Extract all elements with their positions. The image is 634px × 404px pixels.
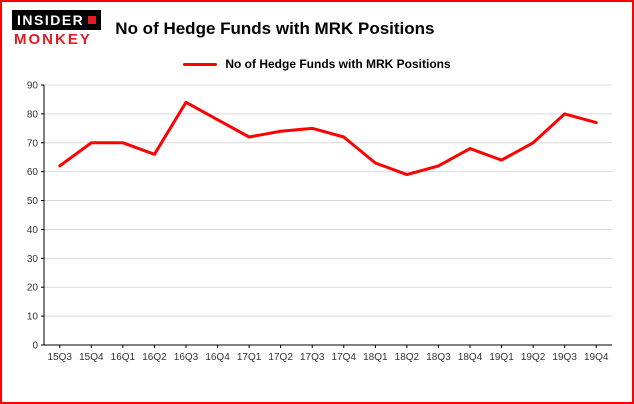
svg-text:19Q1: 19Q1: [489, 352, 514, 363]
svg-text:30: 30: [27, 254, 39, 265]
svg-text:90: 90: [27, 81, 39, 92]
insider-monkey-logo: INSIDER MONKEY: [12, 10, 102, 48]
svg-text:10: 10: [27, 312, 39, 323]
logo-insider: INSIDER: [12, 10, 102, 30]
svg-text:18Q1: 18Q1: [363, 352, 388, 363]
svg-text:15Q3: 15Q3: [48, 352, 73, 363]
svg-text:19Q2: 19Q2: [521, 352, 546, 363]
svg-text:17Q4: 17Q4: [332, 352, 357, 363]
chart-area: 0 10 20 30 40 50 60 70 80 90 15Q3 15Q4 16Q1 16Q2 16Q3 1…: [2, 73, 632, 380]
logo-insider-text: INSIDER: [17, 12, 85, 28]
svg-text:18Q2: 18Q2: [395, 352, 420, 363]
svg-text:15Q4: 15Q4: [79, 352, 104, 363]
svg-text:16Q4: 16Q4: [205, 352, 230, 363]
legend-line-swatch-icon: [183, 62, 218, 66]
svg-text:17Q1: 17Q1: [237, 352, 262, 363]
logo-red-dot-icon: [88, 16, 97, 24]
page-title: No of Hedge Funds with MRK Positions: [115, 18, 435, 38]
svg-text:50: 50: [27, 196, 39, 207]
svg-text:60: 60: [27, 167, 39, 178]
svg-text:16Q1: 16Q1: [111, 352, 136, 363]
svg-text:18Q4: 18Q4: [458, 352, 483, 363]
svg-text:17Q3: 17Q3: [300, 352, 325, 363]
svg-text:20: 20: [27, 283, 39, 294]
svg-text:0: 0: [32, 341, 38, 352]
svg-text:80: 80: [27, 109, 39, 120]
svg-text:16Q3: 16Q3: [174, 352, 199, 363]
logo-monkey: MONKEY: [14, 31, 92, 48]
svg-text:17Q2: 17Q2: [268, 352, 293, 363]
svg-text:40: 40: [27, 225, 39, 236]
svg-text:19Q3: 19Q3: [552, 352, 577, 363]
header: INSIDER MONKEY No of Hedge Funds with MR…: [2, 2, 632, 49]
line-chart: 0 10 20 30 40 50 60 70 80 90 15Q3 15Q4 16Q1 16Q2 16Q3 1…: [27, 81, 612, 363]
svg-text:70: 70: [27, 138, 39, 149]
svg-text:18Q3: 18Q3: [426, 352, 451, 363]
legend: No of Hedge Funds with MRK Positions: [2, 57, 632, 71]
legend-label: No of Hedge Funds with MRK Positions: [225, 57, 451, 71]
svg-text:19Q4: 19Q4: [584, 352, 609, 363]
svg-text:16Q2: 16Q2: [142, 352, 167, 363]
